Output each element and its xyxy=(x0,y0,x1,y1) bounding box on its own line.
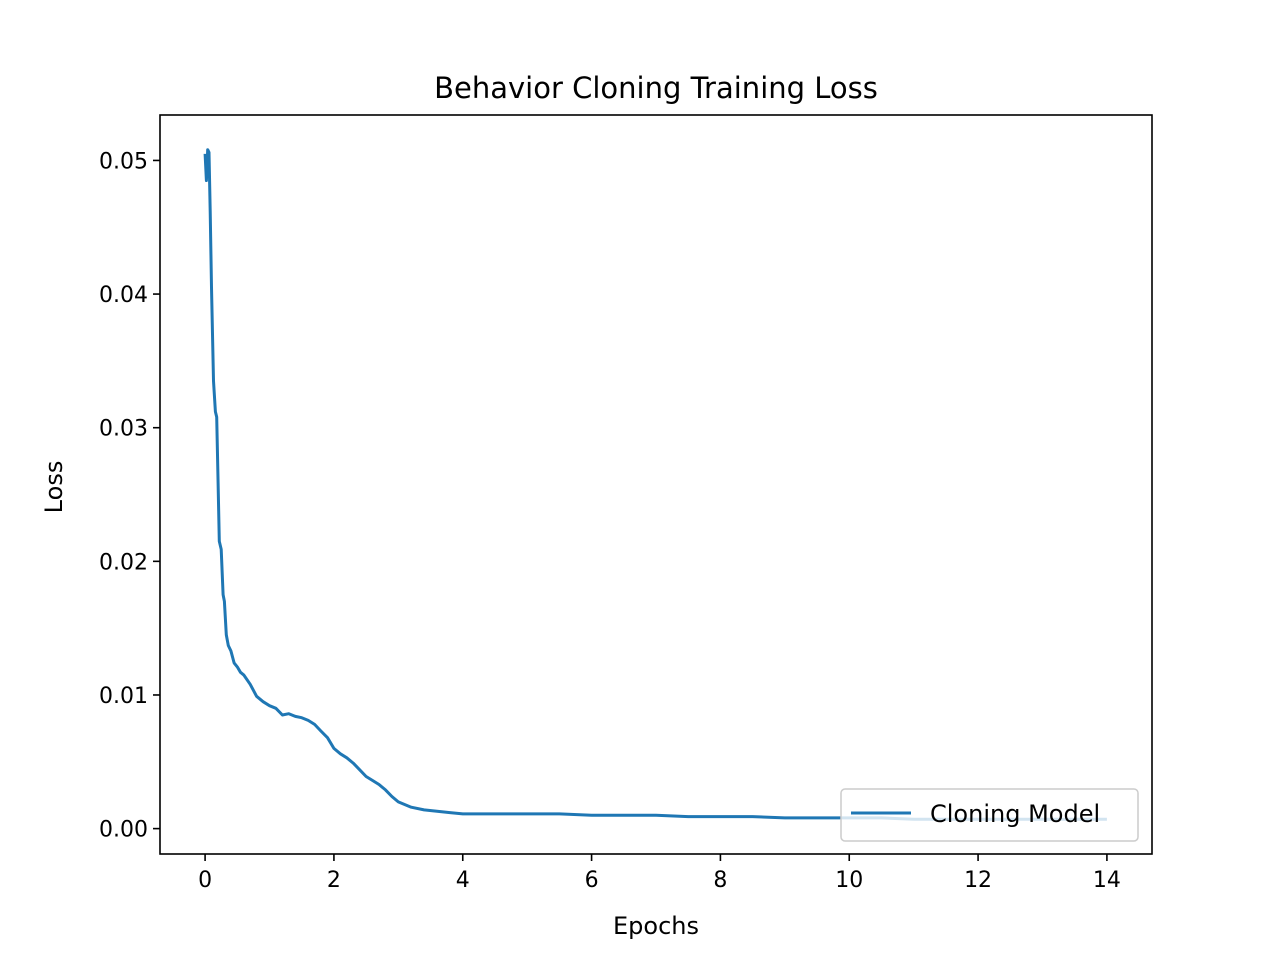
x-tick-label: 12 xyxy=(964,868,992,893)
y-tick-label: 0.02 xyxy=(99,550,148,575)
legend-box xyxy=(840,788,1139,842)
chart-title: Behavior Cloning Training Loss xyxy=(434,71,878,105)
y-axis: 0.00 0.01 0.02 0.03 0.04 0.05 xyxy=(99,149,160,843)
y-axis-label: Loss xyxy=(40,461,68,514)
x-tick-label: 6 xyxy=(585,868,599,893)
x-axis: 0 2 4 6 8 10 12 14 xyxy=(198,854,1121,893)
y-tick-label: 0.05 xyxy=(99,149,148,174)
plot-frame xyxy=(159,114,1153,855)
y-tick-label: 0.03 xyxy=(99,417,148,442)
legend-label-cloning-model: Cloning Model xyxy=(930,800,1100,828)
legend: Cloning Model xyxy=(840,788,1139,842)
x-tick-label: 0 xyxy=(198,868,212,893)
x-tick-label: 14 xyxy=(1093,868,1121,893)
x-tick-label: 2 xyxy=(327,868,341,893)
series-line-cloning-model xyxy=(203,148,1107,821)
y-tick-label: 0.01 xyxy=(99,684,148,709)
x-tick-label: 8 xyxy=(713,868,727,893)
y-tick-label: 0.00 xyxy=(99,818,148,843)
x-axis-label: Epochs xyxy=(613,912,699,940)
x-tick-label: 10 xyxy=(835,868,863,893)
x-tick-label: 4 xyxy=(456,868,470,893)
y-tick-label: 0.04 xyxy=(99,283,148,308)
plot-area xyxy=(203,148,1107,821)
